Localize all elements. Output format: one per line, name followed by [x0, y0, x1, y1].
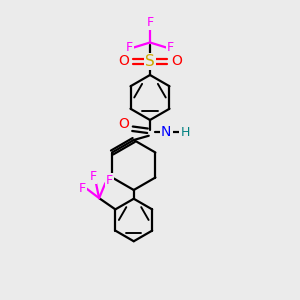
Text: O: O: [171, 54, 182, 68]
Text: F: F: [106, 174, 113, 187]
Text: O: O: [118, 117, 129, 131]
Text: F: F: [146, 16, 154, 28]
Text: H: H: [180, 125, 190, 139]
Text: O: O: [118, 54, 129, 68]
Text: F: F: [79, 182, 86, 195]
Text: N: N: [161, 125, 171, 139]
Text: S: S: [145, 54, 155, 69]
Text: F: F: [167, 41, 174, 54]
Text: F: F: [89, 170, 96, 183]
Text: F: F: [126, 41, 133, 54]
